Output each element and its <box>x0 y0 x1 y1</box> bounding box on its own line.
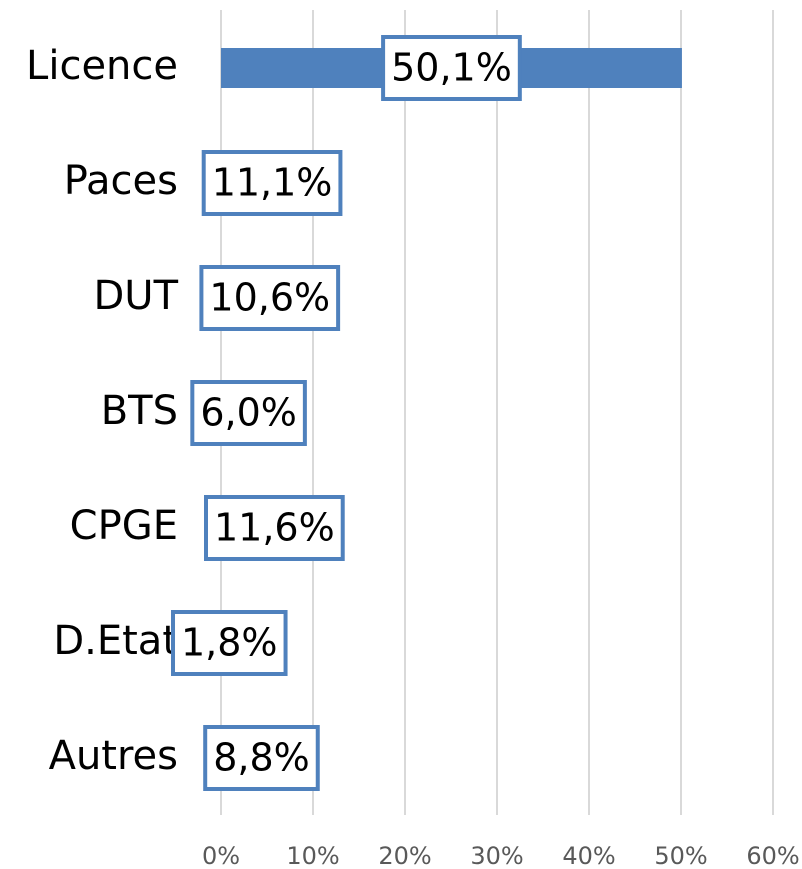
x-tick-label: 0% <box>202 842 240 869</box>
y-tick-label: DUT <box>93 273 178 319</box>
y-tick-label: D.Etat <box>53 618 178 664</box>
data-label: 50,1% <box>391 46 512 90</box>
data-label-box <box>203 725 320 791</box>
y-tick-label: Autres <box>49 733 178 779</box>
data-label: 11,1% <box>212 161 333 205</box>
data-label: 6,0% <box>200 391 297 435</box>
data-label: 10,6% <box>209 276 330 320</box>
x-tick-label: 50% <box>654 842 707 869</box>
data-label: 11,6% <box>214 506 335 550</box>
data-label-box <box>190 380 307 446</box>
data-label-box <box>201 150 343 216</box>
data-label: 1,8% <box>181 621 278 665</box>
data-label: 8,8% <box>213 736 310 780</box>
data-label-box <box>204 495 345 561</box>
data-label-box <box>381 35 522 101</box>
x-tick-label: 20% <box>378 842 431 869</box>
x-tick-label: 60% <box>746 842 799 869</box>
y-tick-label: CPGE <box>70 503 178 549</box>
y-tick-label: Licence <box>26 43 178 89</box>
data-label-box <box>171 610 288 676</box>
x-tick-label: 10% <box>286 842 339 869</box>
y-tick-label: Paces <box>64 158 178 204</box>
x-tick-label: 30% <box>470 842 523 869</box>
data-label-box <box>199 265 341 331</box>
y-tick-label: BTS <box>101 388 178 434</box>
x-tick-label: 40% <box>562 842 615 869</box>
